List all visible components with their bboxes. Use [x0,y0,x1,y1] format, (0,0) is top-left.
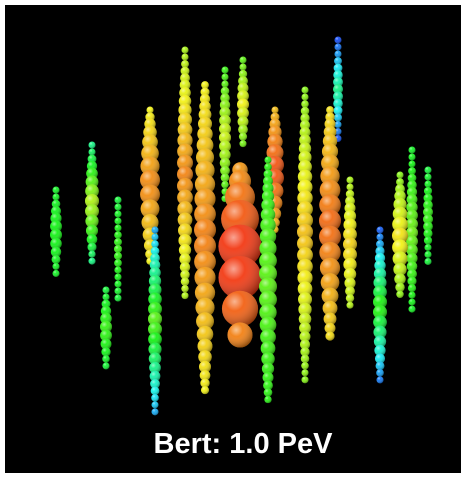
sphere-shade [334,114,342,122]
sphere-shade [152,401,159,408]
sphere-shade [408,284,416,292]
sphere-shade [115,197,122,204]
sphere-shade [409,161,416,168]
sphere-shade [52,263,59,270]
sphere-shade [335,44,342,51]
sphere-shade [114,231,122,239]
sphere-shade [377,234,384,241]
sphere-shade [115,288,122,295]
sphere-shade [221,181,228,188]
sphere-shade [89,258,96,265]
sphere-shade [115,225,122,232]
sphere-shade [396,291,403,298]
sphere-shade [152,408,159,415]
sphere-shade [182,47,189,54]
sphere-shade [265,157,272,164]
sphere-shade [347,177,354,184]
sphere-shade [425,258,432,265]
sphere-shade [272,107,279,114]
sphere-shade [376,361,385,370]
sphere-shade [115,211,122,218]
sphere-shade [239,133,247,141]
sphere-shade [301,100,309,108]
sphere-shade [301,362,309,370]
sphere-shade [409,306,416,313]
sphere-shade [114,266,121,273]
sphere-shade [302,94,309,101]
caption: Bert: 1.0 PeV [154,428,334,460]
sphere-shade [409,147,416,154]
sphere-shade [114,259,122,267]
sphere-shade [240,64,247,71]
sphere-shade [377,227,384,234]
sphere-shade [182,292,189,299]
sphere-shade [264,388,273,397]
sphere-shade [425,244,432,251]
sphere-shade [152,234,159,241]
sphere-shade [409,299,416,306]
sphere-shade [114,245,122,253]
sphere-shade [181,277,189,285]
event-display: Bert: 1.0 PeV [0,0,466,478]
sphere-shade [115,281,122,288]
sphere-shade [424,236,432,244]
sphere-shade [221,173,230,182]
sphere-shade [409,154,416,161]
sphere-shade [227,322,252,347]
sphere-shade [52,255,61,264]
sphere-shade [240,140,247,147]
sphere-shade [408,292,415,299]
sphere-shade [89,142,96,149]
sphere-shade [425,181,432,188]
sphere-shade [151,240,158,247]
sphere-shade [115,295,122,302]
sphere-shade [103,362,110,369]
sphere-shade [53,194,60,201]
sphere-shade [115,204,122,211]
sphere-shade [201,386,209,394]
sphere-shade [376,369,384,377]
sphere-shade [302,87,309,94]
sphere-shade [89,149,96,156]
sphere-shade [114,252,122,260]
sphere-shade [102,355,109,362]
sphere-shade [222,74,229,81]
sphere-shade [88,243,97,252]
sphere-shade [53,187,60,194]
sphere-shade [103,294,110,301]
sphere-shade [347,302,354,309]
sphere-shade [425,167,432,174]
sphere-shade [240,57,247,64]
sphere-shade [377,376,384,383]
sphere-shade [222,291,258,327]
sphere-shade [115,274,122,281]
sphere-shade [101,347,110,356]
sphere-shade [301,355,309,363]
page: Bert: 1.0 PeV (() => { const data = JSON… [0,0,466,478]
sphere-shade [425,251,432,258]
sphere-shade [302,376,309,383]
sphere-shade [115,218,122,225]
sphere-shade [151,394,159,402]
sphere-shade [425,174,432,181]
sphere-shade [103,287,110,294]
sphere-shade [222,67,229,74]
sphere-shade [346,294,354,302]
sphere-shade [397,172,404,179]
sphere-shade [264,396,271,403]
sphere-shade [53,270,60,277]
sphere-shade [302,369,309,376]
sphere-shade [335,37,342,44]
sphere-shade [325,332,334,341]
sphere-shade [114,238,122,246]
sphere-shade [347,184,354,191]
sphere-shade [335,51,342,58]
sphere-shade [182,54,189,61]
sphere-shade [221,80,228,87]
sphere-shade [152,227,159,234]
sphere-shade [335,121,342,128]
sphere-shade [151,386,160,395]
sphere-shade [88,250,95,257]
sphere-shade [181,285,188,292]
